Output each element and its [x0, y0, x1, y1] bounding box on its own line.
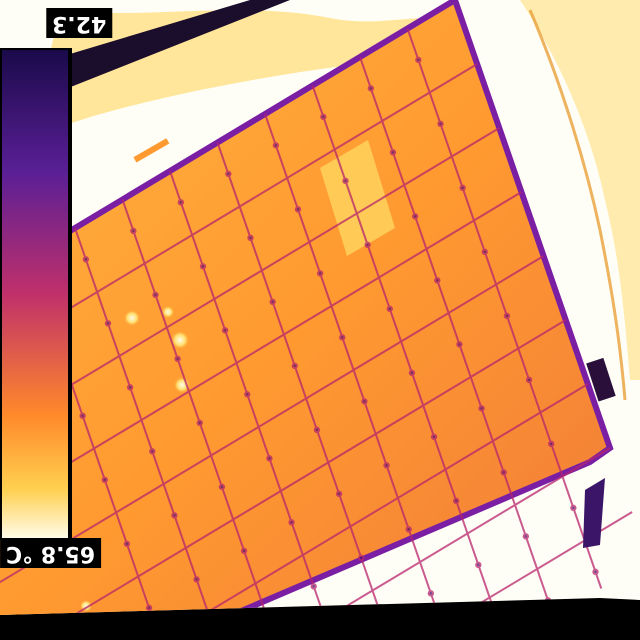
cell-contact-dot — [104, 320, 112, 327]
cell-contact-dot — [291, 362, 298, 370]
cell-contact-dot — [361, 398, 368, 405]
cell-contact-dot — [570, 504, 577, 512]
cell-contact-dot — [149, 448, 156, 455]
rail-marker — [133, 138, 170, 163]
cell-row-line — [0, 319, 567, 615]
cell-contact-dot — [415, 56, 422, 64]
cell-contact-dot — [405, 526, 412, 533]
cell-contact-dot — [453, 497, 460, 505]
cell-contact-dot — [269, 298, 276, 306]
cable-line — [528, 9, 627, 401]
cell-contact-dot — [193, 576, 200, 583]
hot-dot — [124, 310, 140, 326]
cell-contact-dot — [389, 149, 397, 156]
cell-contact-dot — [225, 170, 232, 178]
cell-contact-dot — [481, 248, 488, 256]
cell-contact-dot — [126, 384, 134, 391]
cell-row-line — [0, 127, 500, 500]
cell-contact-dot — [592, 568, 599, 576]
cell-contact-dot — [500, 469, 507, 476]
frame-rail — [0, 0, 290, 115]
cell-contact-dot — [437, 120, 444, 128]
cell-contact-dot — [522, 533, 530, 540]
cell-contact-dot — [244, 391, 251, 398]
cell-contact-dot — [367, 85, 375, 92]
cell-contact-dot — [342, 177, 349, 185]
hot-dot — [171, 331, 189, 349]
cell-contact-dot — [427, 590, 435, 597]
cell-contact-dot — [313, 426, 321, 434]
cell-contact-dot — [145, 604, 153, 612]
cell-contact-dot — [364, 241, 371, 249]
cell-contact-dot — [548, 440, 555, 448]
cell-grid — [0, 28, 633, 615]
cell-contact-dot — [171, 512, 178, 519]
cell-contact-dot — [411, 213, 419, 220]
cell-contact-dot — [218, 483, 226, 491]
ground-texture-right — [520, 0, 640, 380]
cell-contact-dot — [320, 113, 327, 121]
cell-contact-dot — [386, 305, 393, 313]
cell-contact-dot — [130, 227, 137, 235]
cell-contact-dot — [174, 355, 181, 363]
hot-dot — [162, 306, 174, 318]
cell-contact-dot — [475, 561, 482, 569]
cell-contact-dot — [82, 256, 90, 263]
cell-contact-dot — [294, 206, 302, 213]
cell-contact-dot — [247, 234, 254, 242]
cell-contact-dot — [456, 341, 463, 348]
scale-min-label: 65.8 °C — [0, 538, 102, 568]
cell-contact-dot — [503, 312, 511, 320]
cell-row-line — [0, 447, 611, 615]
scale-max-label: 42.3 — [46, 8, 113, 38]
color-scale-gradient — [2, 50, 68, 538]
cell-contact-dot — [430, 433, 438, 441]
cell-contact-dot — [240, 547, 248, 555]
cell-contact-dot — [434, 277, 441, 284]
cell-contact-dot — [335, 490, 343, 498]
cell-contact-dot — [525, 376, 533, 384]
cell-contact-dot — [79, 412, 86, 420]
cell-contact-dot — [310, 583, 317, 590]
cell-row-line — [0, 63, 478, 436]
cell-contact-dot — [199, 263, 207, 270]
cell-contact-dot — [101, 476, 108, 484]
cell-contact-dot — [152, 291, 159, 299]
cell-contact-dot — [316, 270, 324, 277]
cell-contact-dot — [221, 327, 229, 334]
cell-contact-dot — [123, 540, 131, 548]
cell-contact-dot — [459, 184, 466, 192]
cell-contact-dot — [177, 199, 185, 206]
cell-contact-dot — [478, 405, 485, 412]
cell-contact-dot — [266, 455, 273, 462]
cell-contact-dot — [339, 334, 346, 341]
cell-row-line — [14, 511, 633, 615]
cell-contact-dot — [358, 554, 365, 562]
cell-contact-dot — [288, 519, 295, 526]
cell-contact-dot — [408, 369, 416, 377]
cell-contact-dot — [383, 462, 390, 469]
panel-edge-right — [583, 478, 605, 548]
cell-contact-dot — [272, 142, 280, 149]
cell-contact-dot — [196, 419, 203, 427]
junction-box — [586, 357, 616, 402]
cell-row-line — [0, 383, 589, 615]
hotspot-cell — [320, 140, 395, 256]
